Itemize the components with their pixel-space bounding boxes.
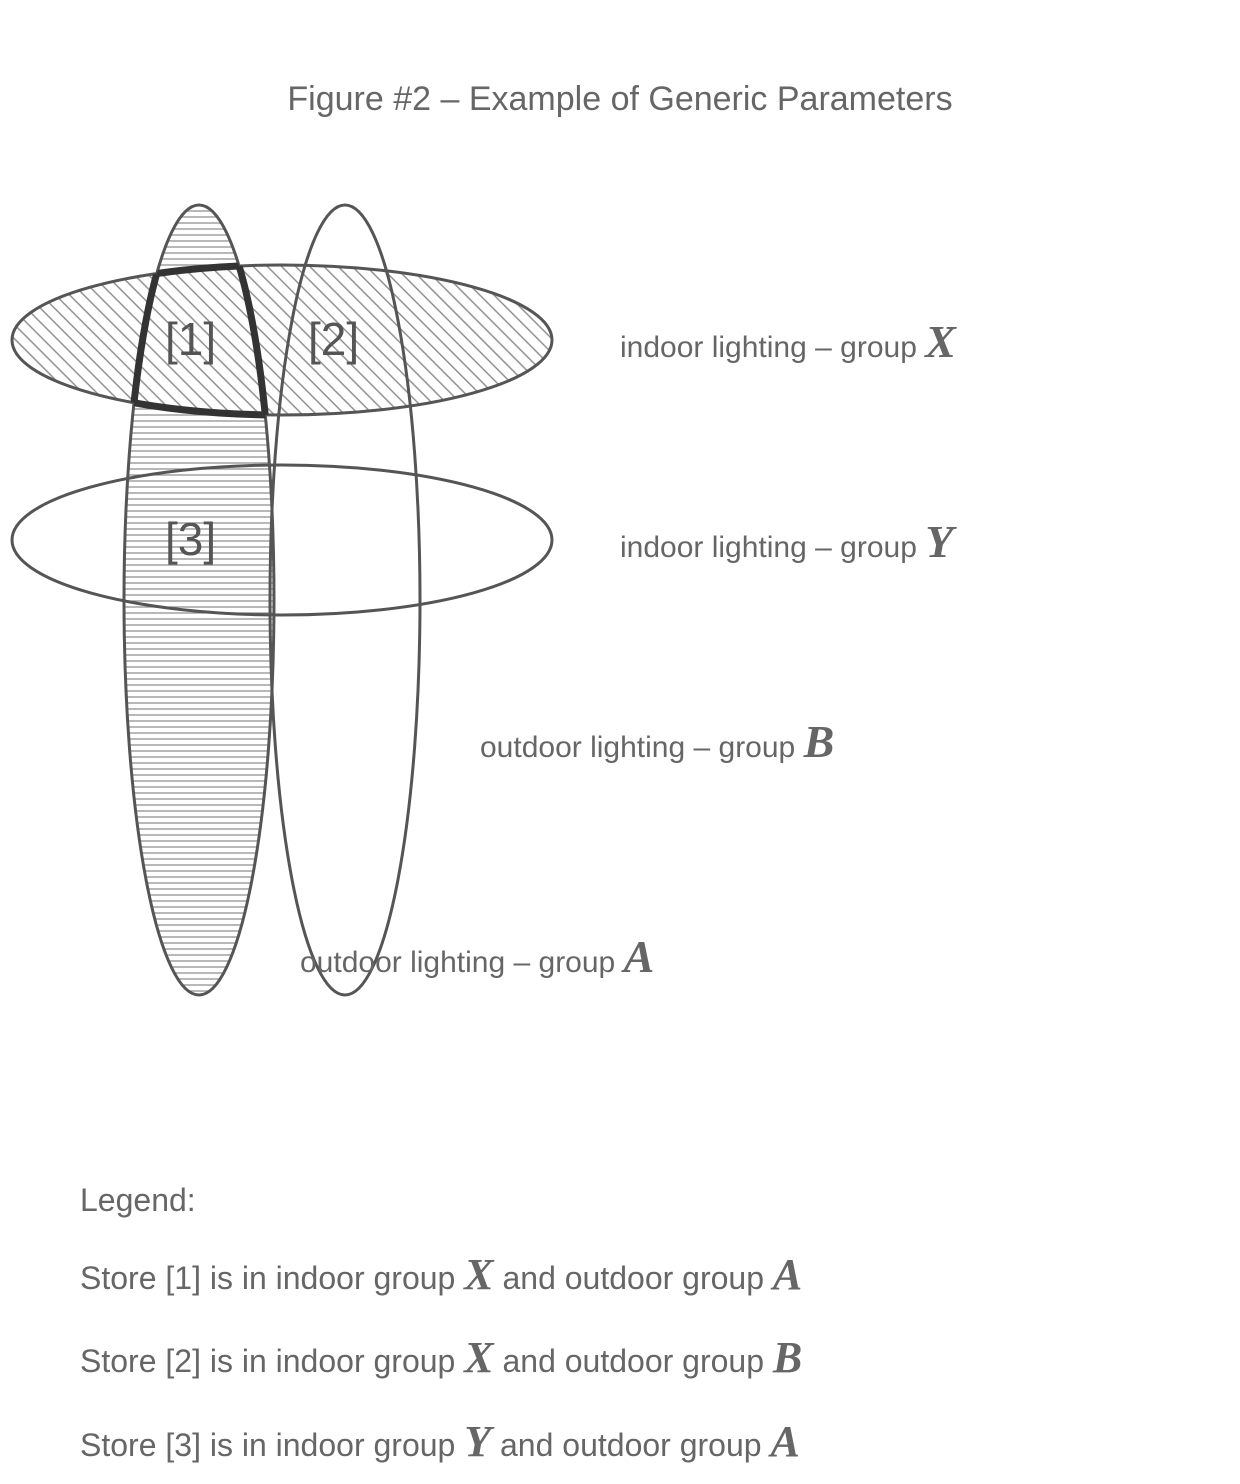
region-label-1: [1] (165, 313, 216, 365)
legend-line-3-mid-letter: Y (464, 1417, 491, 1466)
figure-title: Figure #2 – Example of Generic Parameter… (287, 80, 952, 119)
legend-line-2-mid-letter: X (464, 1333, 493, 1382)
label-group-a-letter: A (624, 931, 655, 982)
region-label-2: [2] (308, 313, 359, 365)
label-group-x-text: indoor lighting – group (620, 331, 925, 364)
legend-line-1-end-letter: A (773, 1250, 802, 1299)
label-group-a-text: outdoor lighting – group (300, 946, 624, 979)
legend-line-1-mid-letter: X (464, 1250, 493, 1299)
legend-line-3-end-letter: A (770, 1417, 799, 1466)
venn-svg: [1] [2] [3] (0, 190, 1240, 1010)
label-group-b-text: outdoor lighting – group (480, 731, 804, 764)
label-group-a: outdoor lighting – group A (300, 930, 654, 983)
label-group-x: indoor lighting – group X (620, 315, 956, 368)
label-group-x-letter: X (925, 316, 956, 367)
legend-title: Legend: (80, 1170, 802, 1231)
legend-line-2-end-letter: B (773, 1333, 802, 1382)
legend-line-1-mid: and outdoor group (494, 1260, 773, 1296)
label-group-y-text: indoor lighting – group (620, 531, 925, 564)
legend-line-2-pre: Store [2] is in indoor group (80, 1343, 464, 1379)
legend-line-3: Store [3] is in indoor group Y and outdo… (80, 1400, 802, 1484)
legend-line-2-mid: and outdoor group (494, 1343, 773, 1379)
region-label-3: [3] (165, 513, 216, 565)
label-group-y-letter: Y (925, 516, 953, 567)
label-group-b-letter: B (804, 716, 835, 767)
ellipse-group-y (12, 465, 552, 615)
legend-line-3-pre: Store [3] is in indoor group (80, 1427, 464, 1463)
legend: Legend: Store [1] is in indoor group X a… (80, 1170, 802, 1484)
label-group-b: outdoor lighting – group B (480, 715, 834, 768)
legend-line-1: Store [1] is in indoor group X and outdo… (80, 1233, 802, 1317)
label-group-y: indoor lighting – group Y (620, 515, 953, 568)
legend-line-1-pre: Store [1] is in indoor group (80, 1260, 464, 1296)
legend-line-3-mid: and outdoor group (491, 1427, 770, 1463)
legend-line-2: Store [2] is in indoor group X and outdo… (80, 1316, 802, 1400)
venn-diagram: [1] [2] [3] (0, 190, 1240, 1010)
